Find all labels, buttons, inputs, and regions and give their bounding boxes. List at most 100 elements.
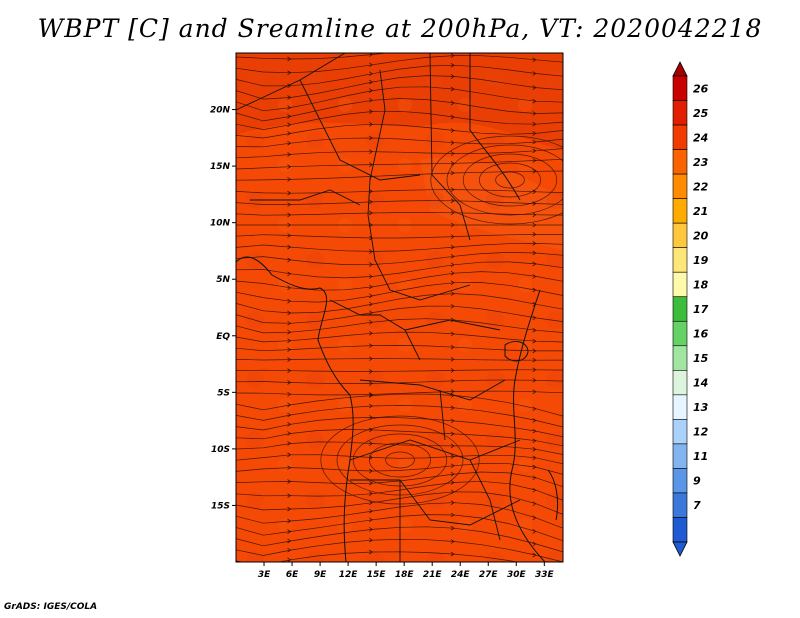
- streamline-arrow: [450, 551, 455, 557]
- colorbar-swatch: [672, 247, 688, 273]
- streamline-arrow: [532, 464, 537, 470]
- lat-tick-label: 10S: [211, 445, 230, 455]
- streamline-arrow: [287, 347, 292, 352]
- streamline-arrow: [533, 563, 536, 567]
- colorbar-label: 19: [693, 254, 709, 267]
- streamline-arrow: [532, 250, 537, 256]
- streamline-arrow: [287, 538, 292, 544]
- colorbar-label: 22: [693, 180, 709, 193]
- lat-tick-label: 15S: [211, 501, 230, 511]
- streamline-arrow: [450, 443, 455, 449]
- streamline-arrow: [450, 303, 455, 309]
- streamline-arrow: [369, 403, 373, 409]
- streamline-arrow: [287, 233, 292, 238]
- streamline-arrow: [287, 391, 292, 397]
- streamline-arrow: [532, 455, 537, 461]
- colorbar-bottom-arrow: [672, 541, 688, 557]
- streamline-arrow: [287, 222, 292, 228]
- streamline-arrow: [369, 319, 373, 325]
- colorbar-label: 18: [693, 278, 709, 291]
- chart-title: WBPT [C] and Sreamline at 200hPa, VT: 20…: [37, 14, 763, 43]
- lon-tick-label: 27E: [479, 570, 499, 580]
- swirl-north: [479, 162, 541, 198]
- streamline-arrow: [287, 298, 292, 304]
- streamline-arrow: [450, 480, 455, 485]
- streamline-arrow: [287, 164, 292, 170]
- grads-credit: GrADS: IGES/COLA: [4, 602, 98, 612]
- streamline-arrow: [287, 70, 292, 75]
- colorbar-swatch: [672, 296, 688, 322]
- country-borders: [236, 53, 521, 562]
- streamline-arrow: [369, 274, 373, 279]
- streamline-arrow: [450, 222, 455, 228]
- colorbar-label: 7: [693, 499, 701, 512]
- colorbar-label: 14: [693, 377, 708, 390]
- streamline-arrow: [369, 415, 373, 420]
- streamline-arrow: [532, 139, 537, 145]
- streamline-arrow: [287, 338, 292, 343]
- streamline-arrow: [532, 418, 537, 423]
- streamline-arrow: [369, 369, 373, 374]
- streamline-arrow: [450, 74, 455, 79]
- streamline-arrow: [450, 331, 455, 337]
- streamline-arrow: [369, 549, 373, 555]
- streamline-arrow: [287, 271, 292, 277]
- colorbar-swatch: [672, 222, 688, 248]
- streamline-arrow: [450, 291, 455, 296]
- streamline-arrow: [287, 212, 292, 218]
- streamline-arrow: [533, 45, 536, 49]
- streamline-arrow: [287, 412, 292, 418]
- streamline-arrow: [369, 356, 373, 361]
- streamline-arrow: [450, 525, 455, 531]
- streamline-arrow: [532, 487, 537, 493]
- streamline-arrow: [369, 284, 373, 290]
- streamline-arrow: [287, 177, 292, 182]
- streamline-arrow: [450, 62, 455, 68]
- streamline-arrow: [532, 475, 537, 481]
- colorbar-swatch: [672, 149, 688, 175]
- lon-tick-label: 9E: [314, 570, 327, 580]
- lat-tick-label: 5S: [217, 388, 230, 398]
- streamline-arrow: [287, 257, 292, 263]
- colorbar-label: 15: [693, 352, 709, 365]
- streamline-arrow: [450, 405, 455, 411]
- streamline-arrow: [450, 512, 455, 518]
- streamline-arrow: [450, 471, 455, 477]
- streamline-arrow: [369, 527, 373, 532]
- streamline-arrow: [369, 222, 373, 228]
- streamline-arrow: [287, 518, 292, 524]
- streamline-arrow: [369, 97, 373, 103]
- streamline-arrow: [532, 222, 537, 228]
- swirl-north: [430, 135, 563, 225]
- colorbar-swatch: [672, 124, 688, 150]
- streamline-arrow: [369, 427, 373, 433]
- lat-tick-label: 5N: [216, 275, 230, 285]
- colorbar-label: 9: [693, 475, 701, 488]
- streamline-arrow: [369, 162, 373, 167]
- streamline-arrow: [450, 454, 455, 459]
- colorbar-swatch: [672, 419, 688, 445]
- lon-tick-label: 24E: [451, 570, 471, 580]
- streamline-arrow: [287, 83, 292, 89]
- streamline-arrow: [532, 438, 537, 443]
- streamline-arrow: [287, 493, 292, 498]
- streamline-arrow: [450, 170, 455, 176]
- streamline-arrow: [451, 45, 454, 49]
- swirl-north: [462, 153, 558, 207]
- streamline-arrow: [369, 393, 373, 398]
- streamline-arrow: [287, 422, 292, 427]
- streamline-arrow: [369, 210, 373, 216]
- streamline-arrow: [532, 98, 537, 104]
- streamline-arrow: [450, 368, 455, 373]
- longitude-axis: 3E 6E 9E 12E 15E 18E 21E 24E 27E 30E 33E: [258, 562, 554, 580]
- streamline-arrow: [287, 465, 292, 470]
- swirl-north: [495, 171, 525, 189]
- streamline-arrow: [532, 212, 537, 218]
- streamline-arrow: [369, 62, 373, 68]
- swirl-south: [385, 451, 415, 469]
- streamline-arrow: [369, 249, 373, 254]
- streamline-arrow: [532, 261, 537, 267]
- streamline-arrow: [369, 79, 373, 85]
- colorbar: 26 25 24 23 22 21 20 19 18 17 16 15 14 13 12 11 9 7: [672, 61, 709, 557]
- streamline-arrow: [450, 418, 455, 424]
